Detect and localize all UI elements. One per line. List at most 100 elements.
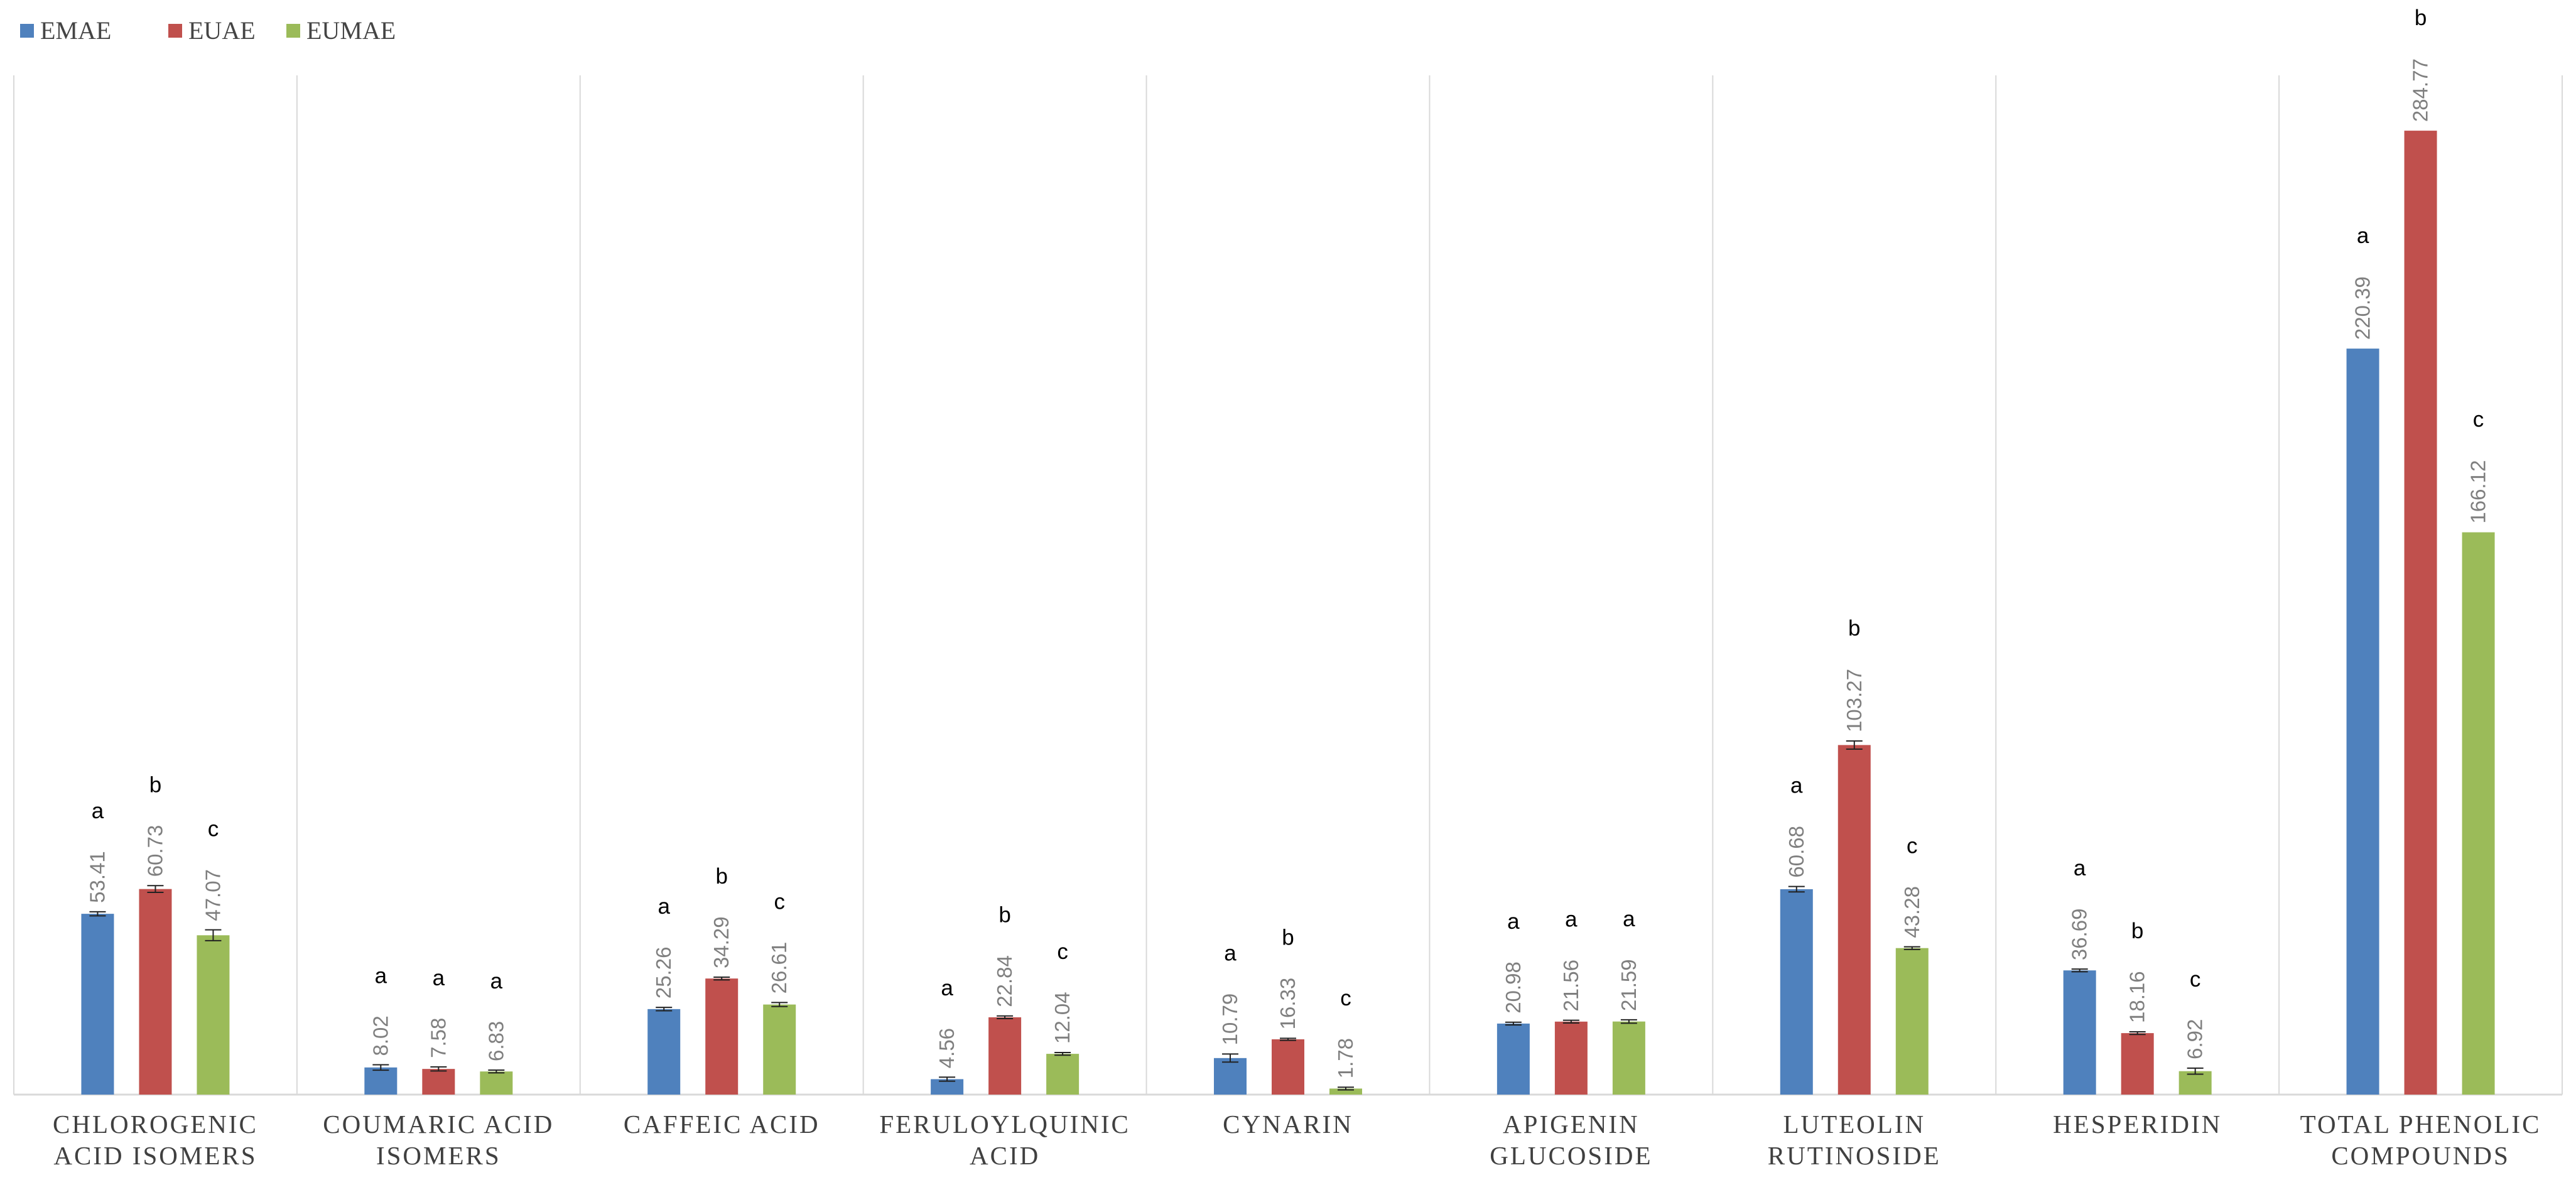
bar — [81, 914, 114, 1095]
bar — [480, 1071, 513, 1095]
significance-letter: c — [774, 889, 785, 914]
significance-letter: a — [1224, 941, 1237, 965]
bar — [1496, 1023, 1530, 1095]
bar — [2346, 349, 2379, 1095]
data-labels: 53.41 a 8.02 a 25.26 a 4.56 a 10.79 a 20.98 a 60.68 a… — [85, 6, 2489, 1078]
data-label: 18.16 — [2126, 971, 2149, 1023]
bar — [763, 1004, 796, 1095]
significance-letter: a — [1623, 907, 1635, 931]
data-label: 21.59 — [1617, 959, 1640, 1011]
category-label-line: LUTEOLIN — [1783, 1110, 1925, 1139]
data-label: 12.04 — [1051, 992, 1074, 1044]
data-label: 43.28 — [1900, 886, 1924, 938]
bar — [1272, 1039, 1304, 1095]
significance-letter: b — [715, 864, 727, 889]
data-label: 53.41 — [85, 851, 109, 903]
category-label-line: CAFFEIC ACID — [624, 1110, 820, 1139]
data-label: 4.56 — [935, 1028, 958, 1068]
bar — [1895, 948, 1929, 1095]
bar — [197, 935, 230, 1095]
bar — [2462, 532, 2495, 1095]
significance-letter: a — [941, 976, 953, 1000]
data-label: 36.69 — [2068, 908, 2091, 960]
significance-letter: c — [1340, 986, 1351, 1010]
significance-letter: a — [2357, 224, 2369, 248]
significance-letter: c — [208, 817, 219, 842]
data-label: 220.39 — [2351, 276, 2374, 340]
category-label-line: RUTINOSIDE — [1768, 1141, 1941, 1170]
significance-letter: a — [375, 963, 387, 988]
category-label-line: CHLOROGENIC — [53, 1110, 258, 1139]
category-label: COUMARIC ACID ISOMERS — [323, 1110, 554, 1170]
bars — [81, 131, 2495, 1095]
significance-letter: a — [92, 799, 104, 823]
category-label-line: ACID ISOMERS — [53, 1141, 257, 1170]
category-label-line: ISOMERS — [376, 1141, 501, 1170]
significance-letter: a — [1507, 909, 1520, 934]
category-label-line: CYNARIN — [1223, 1110, 1353, 1139]
bar — [1780, 889, 1813, 1095]
significance-letter: c — [2190, 967, 2201, 992]
category-label-line: TOTAL PHENOLIC — [2300, 1110, 2541, 1139]
significance-letter: b — [998, 903, 1010, 928]
significance-letter: c — [2473, 408, 2484, 432]
significance-letter: b — [1848, 616, 1860, 641]
category-label-line: COMPOUNDS — [2331, 1141, 2509, 1170]
category-label: TOTAL PHENOLIC COMPOUNDS — [2300, 1110, 2541, 1170]
data-label: 47.07 — [201, 869, 224, 921]
data-label: 6.92 — [2184, 1019, 2207, 1059]
significance-letter: a — [1565, 907, 1578, 932]
category-label: CAFFEIC ACID — [624, 1110, 820, 1139]
legend: EMAE EUAE EUMAE — [20, 16, 396, 45]
significance-letter: a — [658, 894, 670, 919]
category-label: CHLOROGENIC ACID ISOMERS — [53, 1110, 258, 1170]
category-label-line: COUMARIC ACID — [323, 1110, 554, 1139]
bar — [1554, 1021, 1588, 1095]
significance-letter: b — [149, 772, 161, 797]
data-label: 10.79 — [1218, 993, 1242, 1046]
category-label-line: APIGENIN — [1503, 1110, 1640, 1139]
data-label: 7.58 — [426, 1018, 450, 1058]
data-label: 284.77 — [2409, 58, 2432, 122]
category-label: LUTEOLIN RUTINOSIDE — [1768, 1110, 1941, 1170]
bar — [2063, 970, 2096, 1095]
data-label: 16.33 — [1276, 978, 1299, 1030]
data-label: 20.98 — [1502, 961, 1525, 1014]
data-label: 1.78 — [1334, 1038, 1357, 1078]
bar — [364, 1067, 398, 1095]
data-label: 25.26 — [652, 947, 675, 999]
significance-letter: c — [1057, 939, 1068, 964]
category-dividers — [13, 75, 2563, 1095]
bar — [1837, 745, 1871, 1095]
category-label: APIGENIN GLUCOSIDE — [1490, 1110, 1652, 1170]
data-label: 21.56 — [1559, 960, 1583, 1012]
bar — [988, 1017, 1022, 1095]
data-label: 6.83 — [484, 1021, 507, 1061]
significance-letter: b — [1282, 925, 1294, 950]
data-label: 8.02 — [369, 1015, 392, 1056]
significance-letter: c — [1907, 834, 1918, 858]
bar — [422, 1069, 455, 1095]
significance-letter: b — [2415, 6, 2427, 30]
legend-swatch — [168, 24, 182, 38]
significance-letter: a — [1790, 774, 1803, 798]
category-label: HESPERIDIN — [2053, 1110, 2222, 1139]
category-label-line: GLUCOSIDE — [1490, 1141, 1652, 1170]
bar — [2404, 131, 2437, 1095]
legend-swatch — [20, 24, 34, 38]
bar — [2121, 1033, 2154, 1095]
data-label: 34.29 — [710, 916, 733, 968]
data-label: 103.27 — [1843, 669, 1866, 732]
data-label: 26.61 — [767, 942, 791, 994]
bar — [139, 889, 172, 1095]
bar — [647, 1009, 681, 1095]
bar — [2178, 1071, 2212, 1095]
data-label: 166.12 — [2467, 460, 2490, 524]
category-label: FERULOYLQUINIC ACID — [879, 1110, 1130, 1170]
category-label: CYNARIN — [1223, 1110, 1353, 1139]
bar — [1214, 1058, 1247, 1095]
significance-letter: b — [2131, 919, 2143, 943]
data-label: 22.84 — [993, 955, 1016, 1007]
significance-letter: a — [433, 966, 445, 990]
